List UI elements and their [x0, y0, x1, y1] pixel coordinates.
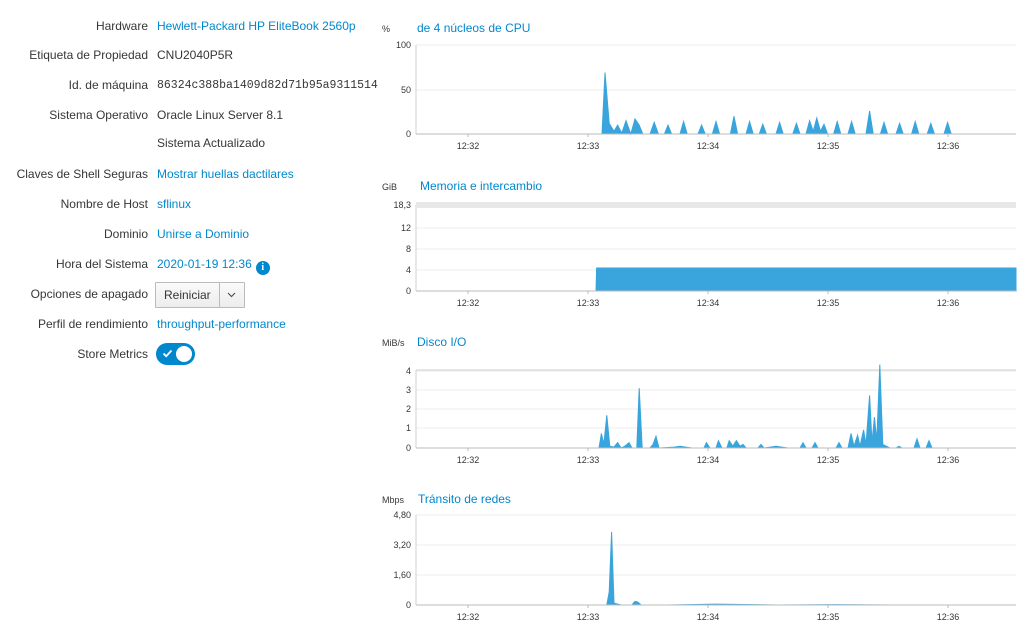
ssh-keys-label: Claves de Shell Seguras [16, 167, 148, 181]
hardware-link[interactable]: Hewlett-Packard HP EliteBook 2560p [157, 19, 356, 33]
shutdown-options-label: Opciones de apagado [30, 287, 148, 301]
chart-x-tick: 12:32 [457, 455, 480, 465]
machine-id-label: Id. de máquina [68, 78, 148, 92]
chart-x-tick: 12:34 [697, 141, 720, 151]
chart-x-tick: 12:35 [817, 612, 840, 622]
performance-profile-link[interactable]: throughput-performance [157, 317, 286, 331]
hostname-row: Nombre de Host sflinux [0, 195, 380, 215]
check-icon [162, 349, 173, 358]
chevron-down-icon[interactable] [218, 283, 244, 307]
chart-unit-label: Mbps [382, 495, 405, 505]
domain-row: Dominio Unirse a Dominio [0, 225, 380, 245]
chart-series-area [416, 531, 1016, 606]
hardware-row: Hardware Hewlett-Packard HP EliteBook 25… [0, 17, 380, 37]
asset-tag-value: CNU2040P5R [157, 48, 234, 62]
chart-title: Tránsito de redes [418, 492, 511, 506]
chart-unit-label: % [382, 24, 390, 34]
chart-series-area [416, 72, 1016, 136]
domain-label: Dominio [103, 227, 148, 241]
chart-unit-label: GiB [382, 182, 397, 192]
chart-x-tick: 12:33 [577, 141, 600, 151]
chart-title: de 4 núcleos de CPU [417, 21, 530, 35]
chart-x-tick: 12:36 [937, 141, 960, 151]
chart-y-tick: 4 [406, 265, 411, 275]
chart-3: Mbps Tránsito de redes 4,80 3,20 1,60 0 12:32 1… [382, 492, 1016, 622]
chart-x-tick: 12:35 [817, 455, 840, 465]
system-time-link[interactable]: 2020-01-19 12:36 [157, 257, 252, 271]
chart-y-tick: 0 [406, 129, 411, 139]
chart-x-tick: 12:33 [577, 298, 600, 308]
chart-y-tick: 4,80 [393, 510, 411, 520]
asset-tag-label: Etiqueta de Propiedad [29, 48, 148, 62]
chart-x-tick: 12:32 [457, 612, 480, 622]
chart-title: Memoria e intercambio [420, 179, 542, 193]
shutdown-options-row: Opciones de apagado Reiniciar [0, 282, 380, 308]
chart-y-tick: 12 [401, 223, 411, 233]
chart-x-tick: 12:35 [817, 298, 840, 308]
chart-x-tick: 12:36 [937, 298, 960, 308]
chart-y-tick: 50 [401, 85, 411, 95]
machine-id-row: Id. de máquina 86324c388ba1409d82d71b95a… [0, 76, 380, 96]
os-status-text: Sistema Actualizado [157, 136, 266, 150]
hostname-label: Nombre de Host [60, 197, 148, 211]
chart-0: % de 4 núcleos de CPU 100 50 0 12:32 12:33 12:3… [382, 21, 1016, 151]
os-status-row: Sistema Actualizado [0, 134, 380, 154]
machine-id-value: 86324c388ba1409d82d71b95a9311514 [157, 79, 378, 92]
os-row: Sistema Operativo Oracle Linux Server 8.… [0, 106, 380, 126]
system-time-group: 2020-01-19 12:36 i [157, 257, 270, 275]
chart-y-tick: 1 [406, 423, 411, 433]
hardware-label: Hardware [95, 19, 148, 33]
chart-y-tick: 0 [406, 443, 411, 453]
performance-profile-label: Perfil de rendimiento [37, 317, 148, 331]
chart-series-area [416, 267, 1017, 292]
ssh-keys-row: Claves de Shell Seguras Mostrar huellas … [0, 165, 380, 185]
chart-x-tick: 12:32 [457, 141, 480, 151]
chart-y-tick: 0 [406, 600, 411, 610]
chart-unit-label: MiB/s [382, 338, 405, 348]
chart-capacity-band [416, 202, 1016, 208]
chart-x-tick: 12:36 [937, 612, 960, 622]
ssh-fingerprints-link[interactable]: Mostrar huellas dactilares [157, 167, 294, 181]
chart-x-tick: 12:34 [697, 298, 720, 308]
store-metrics-row: Store Metrics [0, 343, 380, 365]
system-time-row: Hora del Sistema 2020-01-19 12:36 i [0, 255, 380, 275]
restart-button[interactable]: Reiniciar [164, 288, 211, 302]
info-circle-icon[interactable]: i [255, 261, 270, 275]
chart-y-tick: 0 [406, 286, 411, 296]
store-metrics-label: Store Metrics [77, 347, 148, 361]
store-metrics-toggle[interactable] [156, 343, 195, 365]
chart-1: GiB Memoria e intercambio 18,3 12 8 4 0 12:32 12… [382, 179, 1017, 308]
chart-x-tick: 12:34 [697, 612, 720, 622]
chart-title: Disco I/O [417, 335, 466, 349]
asset-tag-row: Etiqueta de Propiedad CNU2040P5R [0, 46, 380, 66]
os-value: Oracle Linux Server 8.1 [157, 108, 284, 122]
chart-y-tick: 4 [406, 366, 411, 376]
os-label: Sistema Operativo [49, 108, 148, 122]
toggle-knob [176, 346, 192, 362]
chart-x-tick: 12:33 [577, 455, 600, 465]
chart-y-tick: 18,3 [393, 200, 411, 210]
join-domain-link[interactable]: Unirse a Dominio [157, 227, 250, 241]
chart-x-tick: 12:34 [697, 455, 720, 465]
chart-y-tick: 3,20 [393, 540, 411, 550]
hostname-link[interactable]: sflinux [157, 197, 192, 211]
chart-y-tick: 3 [406, 385, 411, 395]
chart-y-tick: 100 [396, 40, 411, 50]
chart-x-tick: 12:36 [937, 455, 960, 465]
system-info-panel: Hardware Hewlett-Packard HP EliteBook 25… [0, 0, 380, 631]
performance-profile-row: Perfil de rendimiento throughput-perform… [0, 315, 380, 335]
chart-series-area [416, 364, 1016, 449]
system-time-label: Hora del Sistema [55, 257, 148, 271]
restart-split-button: Reiniciar [155, 282, 245, 308]
chart-y-tick: 2 [406, 404, 411, 414]
chart-y-tick: 8 [406, 244, 411, 254]
chart-x-tick: 12:33 [577, 612, 600, 622]
chart-x-tick: 12:35 [817, 141, 840, 151]
chart-x-tick: 12:32 [457, 298, 480, 308]
chart-2: MiB/s Disco I/O 4 3 2 1 0 12:32 12:33 12:34 12:35 1… [382, 335, 1016, 465]
chart-y-tick: 1,60 [393, 570, 411, 580]
